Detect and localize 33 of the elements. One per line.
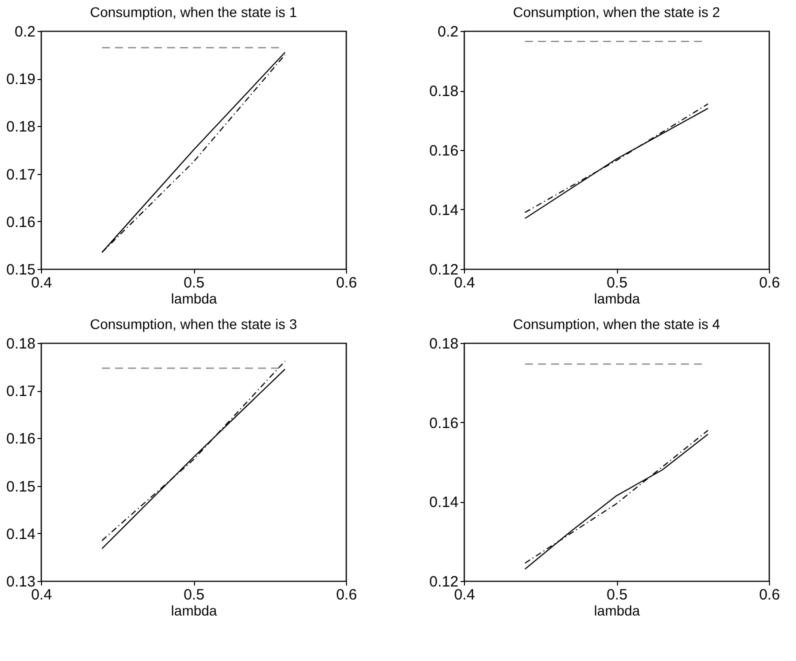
x-tick-label: 0.5 — [606, 586, 628, 604]
y-tick-label: 0.14 — [6, 526, 36, 543]
y-tick-label: 0.19 — [6, 71, 36, 88]
x-tick-label: 0.6 — [336, 586, 357, 604]
chart-title: Consumption, when the state is 2 — [512, 4, 720, 20]
x-tick-label: 0.5 — [184, 274, 204, 292]
chart-title: Consumption, when the state is 1 — [90, 4, 298, 20]
x-axis-title: lambda — [171, 290, 218, 306]
y-tick-label: 0.16 — [429, 414, 458, 432]
x-axis-title: lambda — [594, 602, 640, 618]
x-axis-title: lambda — [171, 602, 218, 618]
y-tick-label: 0.15 — [6, 478, 36, 496]
y-tick-label: 0.2 — [438, 24, 458, 40]
x-axis-title: lambda — [594, 290, 640, 306]
x-tick-label: 0.5 — [606, 274, 628, 292]
y-tick-label: 0.14 — [429, 202, 458, 219]
x-tick-label: 0.6 — [759, 274, 780, 292]
x-tick-label: 0.5 — [184, 586, 204, 604]
chart-title: Consumption, when the state is 3 — [90, 316, 298, 332]
x-tick-label: 0.6 — [336, 274, 357, 292]
y-tick-label: 0.16 — [6, 214, 36, 231]
y-tick-label: 0.18 — [429, 83, 458, 100]
y-tick-label: 0.18 — [6, 118, 36, 136]
y-tick-label: 0.17 — [6, 166, 36, 184]
y-tick-label: 0.16 — [429, 142, 458, 160]
y-tick-label: 0.14 — [429, 494, 458, 512]
chart-title: Consumption, when the state is 4 — [512, 316, 720, 332]
x-tick-label: 0.6 — [759, 586, 780, 604]
y-tick-label: 0.18 — [6, 336, 36, 352]
y-tick-label: 0.2 — [14, 24, 36, 40]
y-tick-label: 0.17 — [6, 383, 36, 400]
y-tick-label: 0.16 — [6, 430, 36, 448]
y-tick-label: 0.18 — [429, 336, 458, 352]
